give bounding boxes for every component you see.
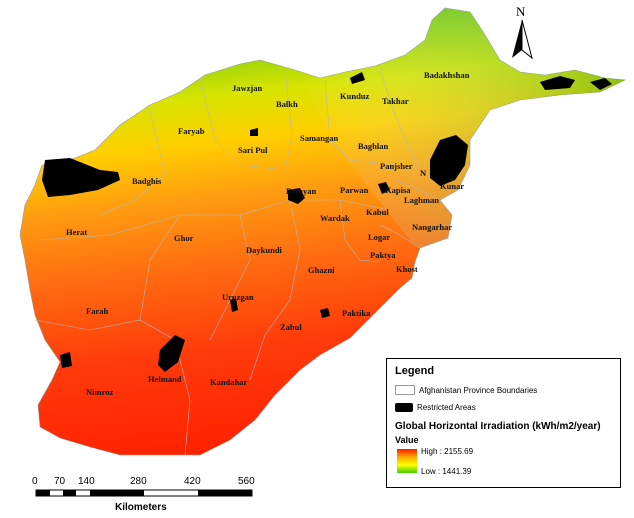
province-label-kapisa: Kapisa xyxy=(385,185,411,195)
legend-title: Legend xyxy=(395,365,435,377)
boundary-swatch-icon xyxy=(395,385,415,395)
province-label-paktika: Paktika xyxy=(342,308,371,318)
province-label-nangarhar: Nangarhar xyxy=(412,222,452,232)
province-label-uruzgan: Uruzgan xyxy=(222,292,254,302)
province-label-baghlan: Baghlan xyxy=(358,141,389,151)
legend-row-boundaries: Afghanistan Province Boundaries xyxy=(395,385,537,395)
scale-tick-560: 560 xyxy=(238,476,255,487)
legend-raster-title: Global Horizontal Irradiation (kWh/m2/ye… xyxy=(395,421,601,432)
province-label-badghis: Badghis xyxy=(132,176,162,186)
legend-low-label: Low : 1441.39 xyxy=(421,467,472,476)
scale-tick-70: 70 xyxy=(54,476,66,487)
north-arrow-right-icon xyxy=(521,19,533,60)
province-label-badakhshan: Badakhshan xyxy=(424,70,470,80)
legend-restricted-label: Restricted Areas xyxy=(417,403,476,412)
north-arrow-left-icon xyxy=(512,20,522,58)
province-label-kabul: Kabul xyxy=(366,207,389,217)
province-label-khost: Khost xyxy=(396,264,418,274)
province-label-zabul: Zabul xyxy=(280,322,302,332)
province-label-panjsher: Panjsher xyxy=(380,161,413,171)
province-label-ghor: Ghor xyxy=(174,233,194,243)
color-ramp-icon xyxy=(397,449,417,473)
map-legend: Legend Afghanistan Province Boundaries R… xyxy=(386,358,621,488)
province-label-balkh: Balkh xyxy=(276,99,298,109)
north-arrow: N xyxy=(512,4,533,60)
restricted-areas xyxy=(42,72,612,372)
province-label-kunduz: Kunduz xyxy=(340,91,370,101)
legend-high-label: High : 2155.69 xyxy=(421,447,474,456)
province-label-nuristan: N xyxy=(420,168,427,178)
province-label-bamyan: Bamyan xyxy=(286,186,317,196)
scale-unit-label: Kilometers xyxy=(115,502,167,513)
legend-value-label: Value xyxy=(395,435,419,445)
province-label-samangan: Samangan xyxy=(300,133,339,143)
province-label-jawzjan: Jawzjan xyxy=(232,83,262,93)
north-label: N xyxy=(516,4,526,19)
province-label-logar: Logar xyxy=(368,232,390,242)
province-label-laghman: Laghman xyxy=(404,195,439,205)
scale-tick-0: 0 xyxy=(32,476,38,487)
province-label-faryab: Faryab xyxy=(178,126,205,136)
province-label-nimroz: Nimroz xyxy=(86,387,113,397)
restricted-swatch-icon xyxy=(395,403,413,412)
province-label-ghazni: Ghazni xyxy=(308,265,335,275)
legend-row-restricted: Restricted Areas xyxy=(395,403,476,412)
scale-tick-420: 420 xyxy=(184,476,201,487)
province-boundaries xyxy=(34,69,441,456)
province-label-paktya: Paktya xyxy=(370,250,396,260)
province-label-takhar: Takhar xyxy=(382,96,409,106)
scale-tick-140: 140 xyxy=(78,476,95,487)
province-label-helmand: Helmand xyxy=(148,374,182,384)
province-labels: Badakhshan Jawzjan Balkh Kunduz Takhar F… xyxy=(66,70,470,397)
legend-boundaries-label: Afghanistan Province Boundaries xyxy=(419,385,538,395)
province-label-sari-pul: Sari Pul xyxy=(238,145,268,155)
province-label-parwan: Parwan xyxy=(340,185,369,195)
province-label-kandahar: Kandahar xyxy=(210,377,248,387)
province-label-daykundi: Daykundi xyxy=(246,245,283,255)
province-label-wardak: Wardak xyxy=(320,213,350,223)
province-label-herat: Herat xyxy=(66,227,87,237)
province-label-farah: Farah xyxy=(86,306,108,316)
province-label-kunar: Kunar xyxy=(440,181,464,191)
scale-bar: 0 70 140 280 420 560 Kilometers xyxy=(32,476,255,513)
scale-tick-280: 280 xyxy=(130,476,147,487)
